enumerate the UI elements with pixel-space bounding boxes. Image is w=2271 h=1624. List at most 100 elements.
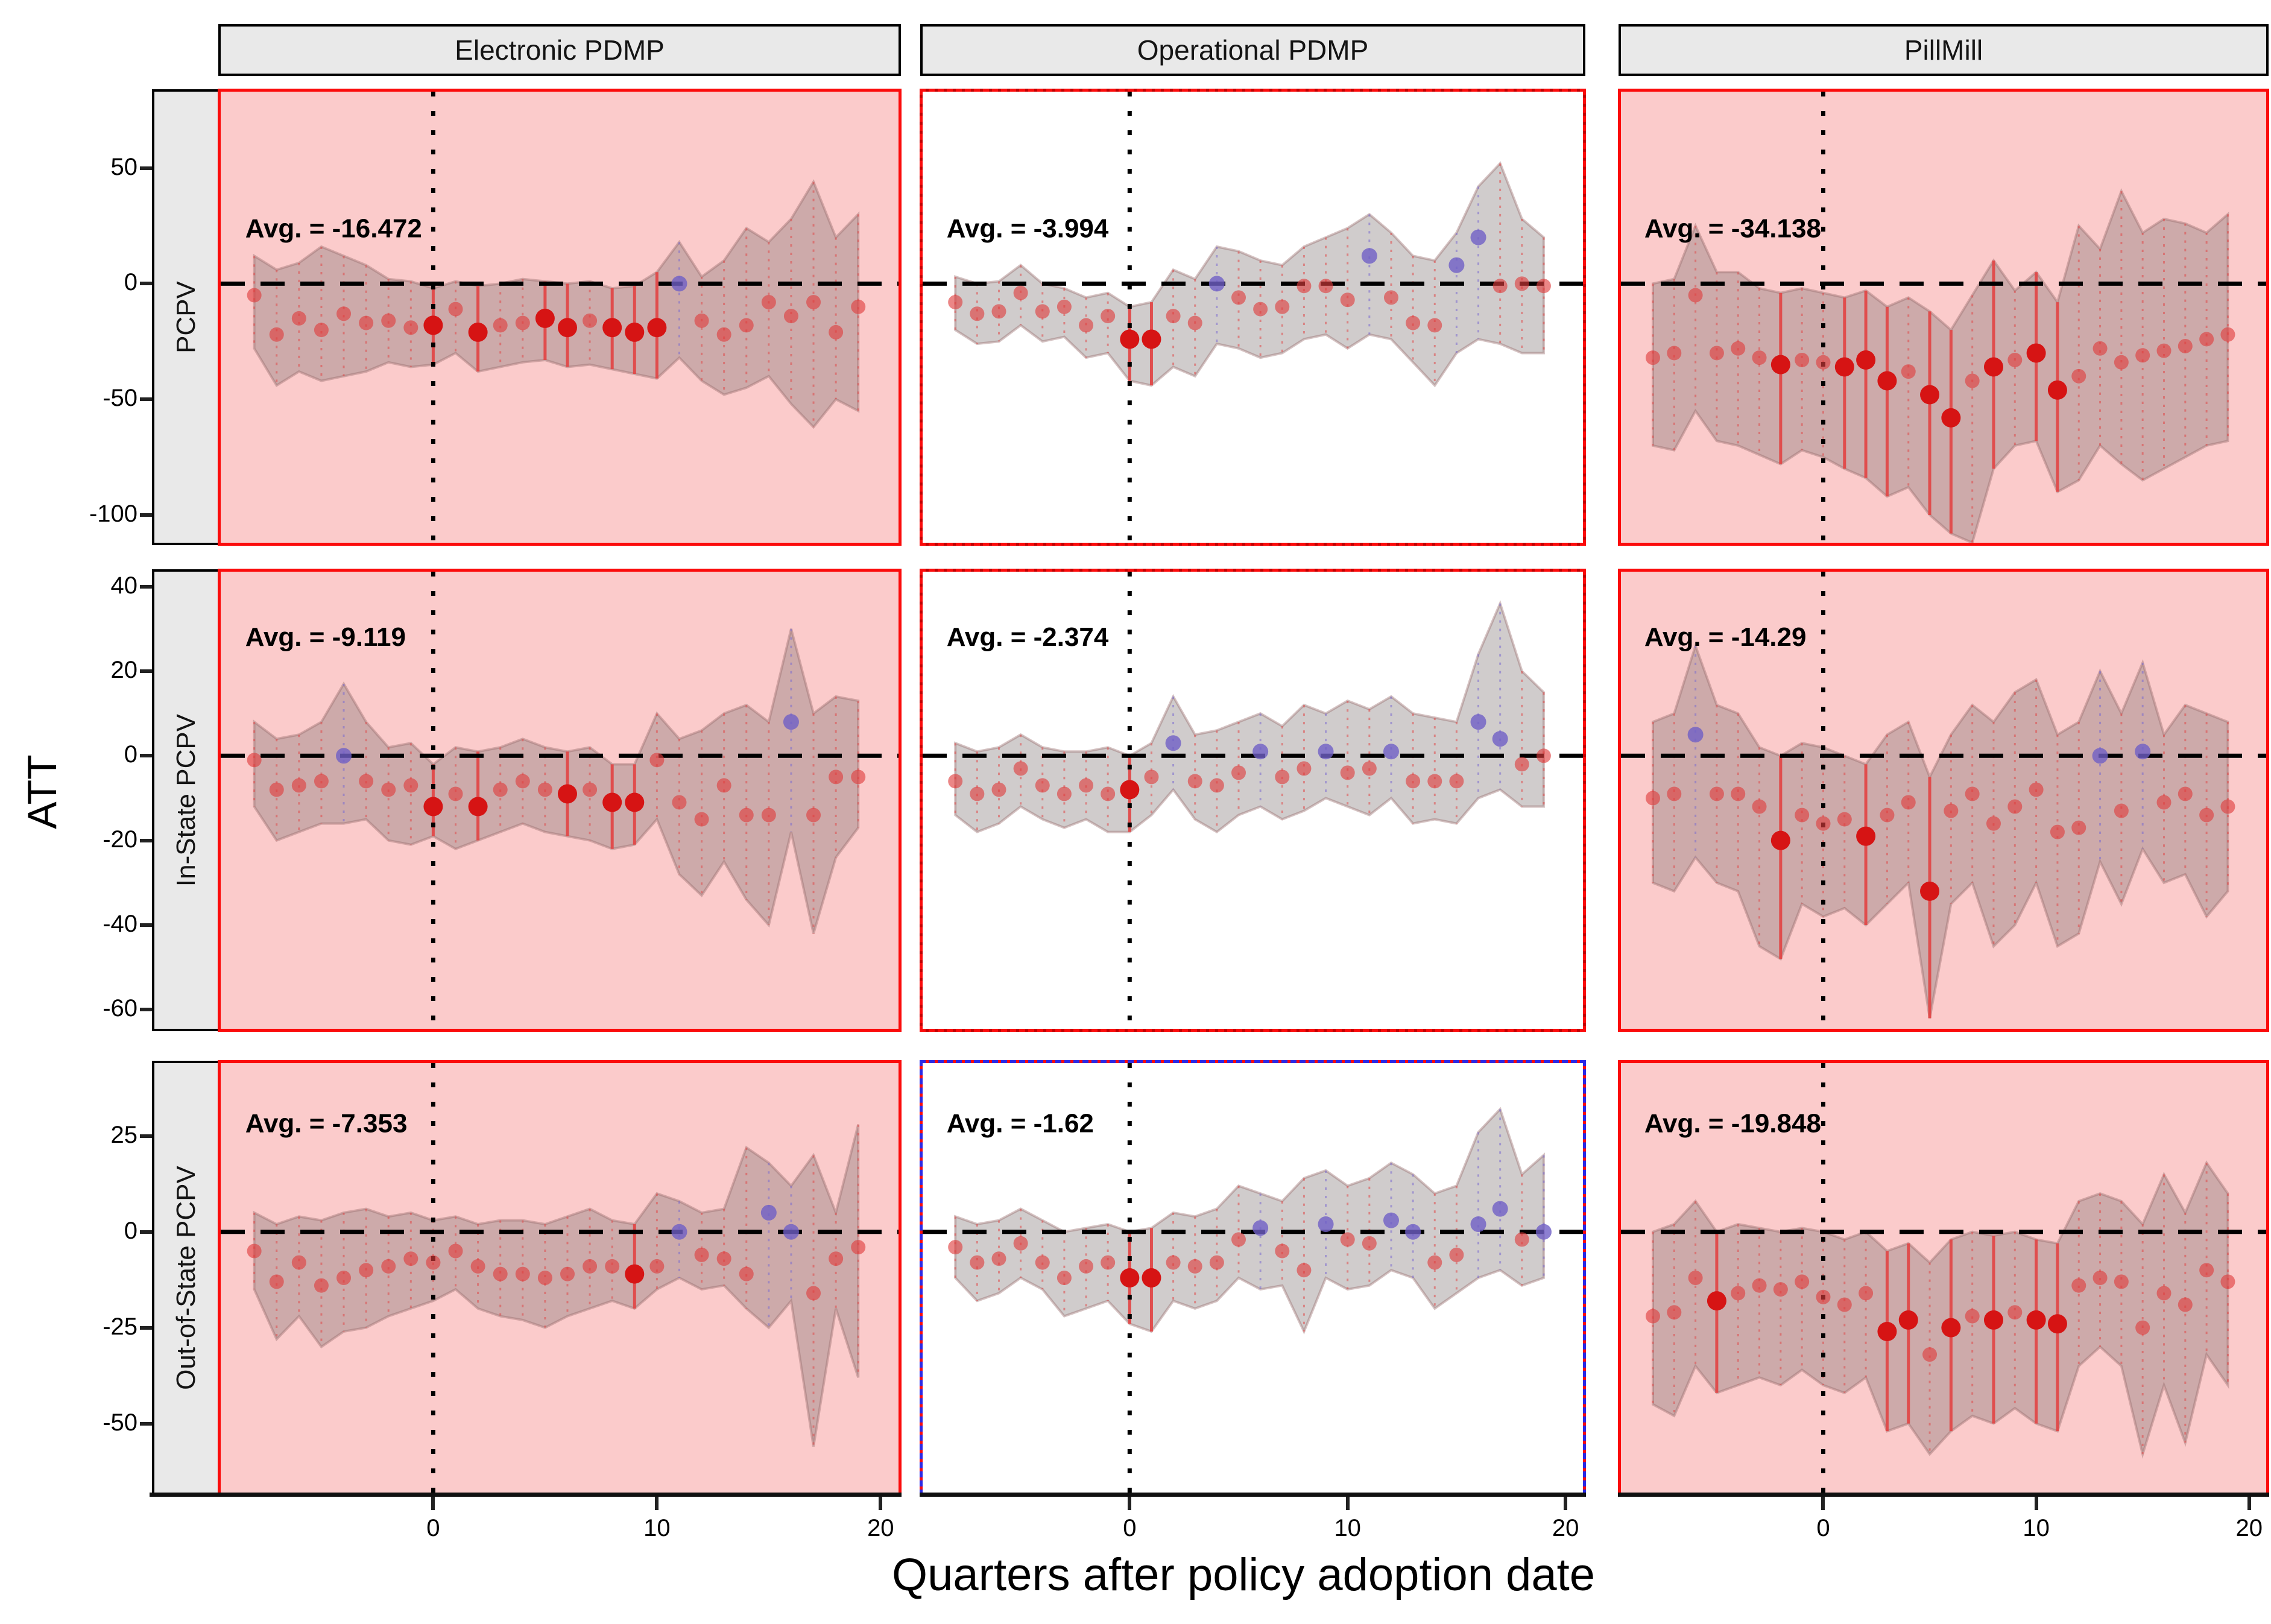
att-point: [851, 769, 866, 785]
att-point: [1795, 807, 1810, 823]
panel-plot-area: Avg. = -9.119: [221, 572, 899, 1029]
att-point-positive: [1383, 1212, 1399, 1228]
att-point: [970, 786, 985, 801]
att-point: [1013, 761, 1028, 776]
att-point: [739, 807, 754, 823]
att-point: [1187, 315, 1202, 330]
att-point: [336, 306, 352, 321]
y-tick-mark: [140, 282, 152, 286]
y-tick-mark: [140, 1230, 152, 1234]
panel-background: [923, 92, 1583, 543]
att-point: [2114, 803, 2129, 818]
att-point: [2026, 1310, 2046, 1330]
att-point: [583, 1259, 598, 1274]
att-point: [1427, 774, 1442, 789]
panel-background: [923, 572, 1583, 1029]
column-strip-pillmill: PillMill: [1619, 24, 2269, 76]
att-point: [716, 327, 731, 342]
att-point: [583, 782, 598, 797]
panel-out-of-state-pcpv-electronic-pdmp: Avg. = -7.353: [218, 1060, 902, 1496]
att-point: [2047, 1314, 2067, 1334]
x-tick-mark: [1564, 1497, 1568, 1510]
att-point: [991, 304, 1006, 319]
att-point: [1645, 1309, 1660, 1324]
y-tick-label: 0: [124, 1217, 137, 1244]
att-point: [403, 1251, 419, 1266]
att-point: [2135, 348, 2150, 363]
avg-annotation: Avg. = -9.119: [245, 622, 406, 652]
y-tick-label: 40: [110, 572, 138, 599]
att-point: [1514, 276, 1529, 291]
att-point: [1406, 774, 1421, 789]
att-point: [2007, 799, 2023, 814]
att-point: [314, 323, 329, 338]
att-point: [1383, 290, 1398, 305]
att-point: [1079, 778, 1094, 793]
att-point-positive: [1448, 257, 1465, 273]
att-point: [739, 318, 754, 333]
att-point: [1965, 786, 1980, 801]
att-point: [1142, 329, 1161, 349]
att-point: [1856, 826, 1876, 846]
y-tick-label: 0: [124, 269, 137, 296]
panel-background: [1621, 1063, 2266, 1493]
facet-row-label: PCPV: [171, 281, 201, 353]
att-point-positive: [1318, 1216, 1334, 1232]
att-point: [1035, 304, 1050, 319]
att-point: [269, 1274, 284, 1289]
att-point: [2178, 338, 2193, 353]
att-point: [1101, 786, 1116, 801]
att-point: [381, 1259, 396, 1274]
att-point: [602, 318, 622, 338]
att-point: [1901, 795, 1916, 810]
avg-annotation: Avg. = -1.62: [947, 1108, 1094, 1138]
att-point: [2047, 380, 2067, 400]
att-point: [2071, 820, 2086, 835]
att-point: [1795, 352, 1810, 367]
att-point: [2199, 807, 2214, 823]
att-point: [1837, 1297, 1852, 1312]
confidence-band: [253, 1124, 860, 1447]
att-point: [991, 1251, 1006, 1266]
panel-pcpv-operational-pdmp: Avg. = -3.994: [920, 89, 1586, 546]
att-point: [1986, 816, 2001, 831]
facet-column-label: Operational PDMP: [1137, 34, 1369, 66]
att-point: [1731, 1286, 1746, 1301]
att-point-positive: [760, 1204, 777, 1221]
x-tick-mark: [879, 1497, 883, 1510]
panel-plot-area: Avg. = -34.138: [1621, 92, 2266, 545]
att-point: [761, 807, 776, 823]
att-point: [1057, 786, 1072, 801]
panel-out-of-state-pcpv-operational-pdmp: Avg. = -1.62: [920, 1060, 1586, 1496]
att-point: [761, 295, 776, 310]
att-point: [1983, 357, 2003, 377]
panel-background: [221, 1063, 899, 1493]
x-axis-line: [1618, 1493, 2269, 1497]
att-point: [1013, 1236, 1028, 1251]
y-tick-label: -25: [103, 1313, 137, 1340]
att-point-positive: [1361, 248, 1377, 264]
att-point: [716, 1251, 731, 1266]
att-point: [2007, 1305, 2023, 1320]
y-tick-mark: [140, 923, 152, 927]
att-point: [1944, 803, 1959, 818]
att-point: [1340, 765, 1355, 780]
att-point-positive: [2135, 744, 2151, 760]
att-point-positive: [1470, 229, 1486, 245]
x-tick-mark: [431, 1497, 435, 1510]
att-point: [1667, 1305, 1682, 1320]
x-tick-label: 0: [1816, 1515, 1830, 1541]
att-point: [1941, 408, 1961, 428]
att-point: [1492, 279, 1508, 294]
att-point: [1101, 309, 1116, 324]
att-point: [2220, 799, 2235, 814]
att-point: [1297, 279, 1312, 294]
att-point: [1035, 1255, 1050, 1270]
y-tick-label: 25: [110, 1121, 138, 1148]
y-tick-mark: [140, 584, 152, 589]
att-point: [493, 318, 508, 333]
panel-plot-area: Avg. = -19.848: [1621, 1063, 2266, 1493]
att-point: [2178, 1297, 2193, 1312]
att-point-positive: [1252, 744, 1269, 760]
att-point: [1816, 355, 1831, 370]
